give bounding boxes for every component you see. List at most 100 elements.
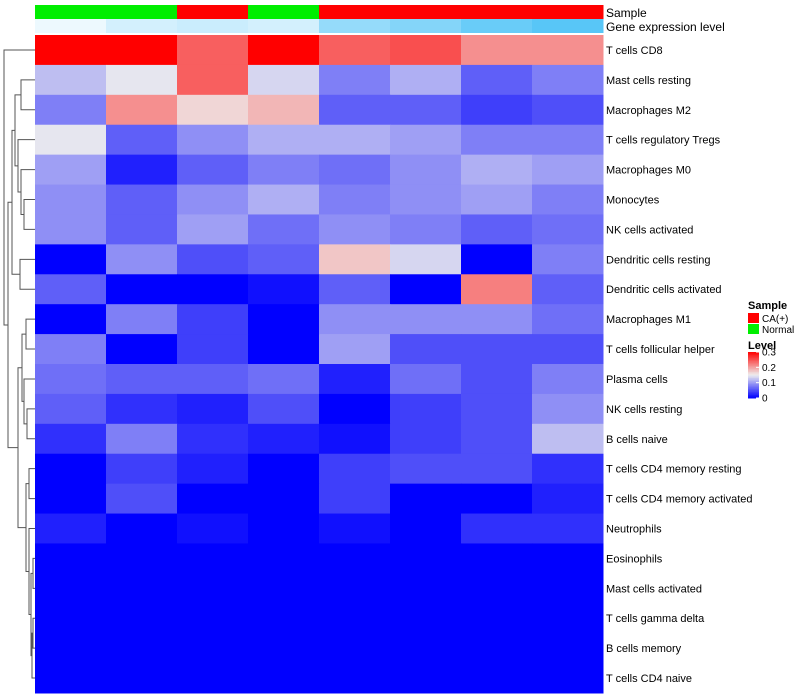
heatmap-cell [461, 64, 533, 96]
heatmap-cell [319, 453, 391, 485]
heatmap-cell [461, 603, 533, 634]
legend-colorbar-segment [748, 373, 759, 376]
dendrogram-branch [28, 528, 35, 615]
legend-tick-label: 0 [762, 394, 768, 405]
row-label: Mast cells resting [606, 75, 691, 87]
heatmap-cell [106, 453, 178, 485]
legend-colorbar-segment [748, 370, 759, 373]
heatmap-cell [177, 244, 249, 275]
heatmap-cell [248, 334, 320, 365]
legend-colorbar-segment [748, 364, 759, 367]
row-label: T cells CD8 [606, 45, 663, 57]
heatmap-cell [390, 423, 462, 455]
legend-colorbar-segment [748, 394, 759, 397]
heatmap-cell [319, 334, 391, 365]
heatmap-cell [35, 663, 107, 694]
heatmap-cell [532, 334, 604, 365]
legend-colorbar-segment [748, 367, 759, 370]
heatmap-cell [177, 154, 249, 186]
heatmap-cell [106, 393, 178, 425]
legend-title-sample: Sample [748, 300, 787, 312]
heatmap-cell [35, 364, 107, 395]
row-label: NK cells resting [606, 404, 682, 416]
sample-annotation-cell [35, 5, 107, 19]
heatmap-cell [461, 633, 533, 664]
row-label: Macrophages M0 [606, 165, 691, 177]
heatmap-cell [461, 94, 533, 126]
heatmap-cell [248, 154, 320, 186]
heatmap-cell [106, 633, 178, 664]
legend-colorbar-segment [748, 378, 759, 381]
heatmap-cell [106, 423, 178, 455]
heatmap-cell [461, 453, 533, 485]
sample-annotation-cell [106, 5, 178, 19]
heatmap-cell [390, 184, 462, 215]
heatmap-cell [319, 603, 391, 634]
heatmap-cells [35, 35, 604, 694]
heatmap-cell [532, 184, 604, 215]
heatmap-cell [319, 393, 391, 425]
heatmap-cell [532, 364, 604, 395]
gene-expression-annotation-cell [390, 19, 462, 33]
row-label: Mast cells activated [606, 583, 702, 595]
heatmap-cell [35, 124, 107, 156]
heatmap-cell [461, 244, 533, 275]
heatmap-cell [248, 94, 320, 126]
heatmap-cell [319, 244, 391, 275]
legend-colorbar-segment [748, 352, 759, 355]
heatmap-cell [532, 64, 604, 96]
heatmap-cell [248, 214, 320, 245]
heatmap-cell [248, 35, 320, 66]
heatmap-cell [390, 663, 462, 694]
dendrogram-branch [32, 557, 35, 589]
heatmap-cell [35, 633, 107, 664]
heatmap-cell [390, 154, 462, 186]
annotation-label-gene-expression: Gene expression level [606, 20, 725, 34]
heatmap-cell [461, 124, 533, 156]
heatmap-cell [248, 573, 320, 604]
heatmap-cell [177, 423, 249, 455]
heatmap-cell [248, 304, 320, 335]
heatmap-cell [106, 244, 178, 275]
legend-tick-label: 0.1 [762, 378, 776, 389]
heatmap-cell [106, 64, 178, 96]
heatmap-cell [319, 124, 391, 156]
heatmap-cell [461, 573, 533, 604]
heatmap-cell [461, 35, 533, 66]
heatmap-cell [106, 334, 178, 365]
heatmap-cell [319, 633, 391, 664]
heatmap-cell [248, 393, 320, 425]
heatmap-cell [319, 35, 391, 66]
sample-annotation-cell [248, 5, 320, 19]
heatmap-cell [248, 483, 320, 515]
row-label: Macrophages M2 [606, 105, 691, 117]
gene-expression-annotation-cell [248, 19, 320, 33]
heatmap-cell [461, 154, 533, 186]
heatmap-cell [532, 304, 604, 335]
legend-colorbar-segment [748, 358, 759, 361]
legend-colorbar-segment [748, 368, 759, 371]
heatmap-cell [35, 94, 107, 126]
heatmap-cell [532, 214, 604, 245]
heatmap-cell [248, 513, 320, 544]
legend-colorbar-segment [748, 390, 759, 393]
row-label: Neutrophils [606, 524, 662, 536]
heatmap-cell [177, 633, 249, 664]
legend-colorbar-segment [748, 379, 759, 382]
heatmap-cell [35, 64, 107, 96]
row-label: T cells CD4 memory activated [606, 494, 753, 506]
sample-annotation-cell [461, 5, 533, 19]
heatmap-cell [319, 184, 391, 215]
heatmap-cell [177, 393, 249, 425]
dendrogram-branch [11, 129, 20, 275]
heatmap-cell [319, 573, 391, 604]
heatmap-cell [248, 453, 320, 485]
row-dendrogram [3, 49, 35, 679]
heatmap-cell [177, 64, 249, 96]
legend-colorbar-segment [748, 388, 759, 391]
heatmap-cell [248, 124, 320, 156]
row-label: Eosinophils [606, 553, 663, 565]
heatmap-cell [319, 423, 391, 455]
heatmap-cell [532, 543, 604, 574]
